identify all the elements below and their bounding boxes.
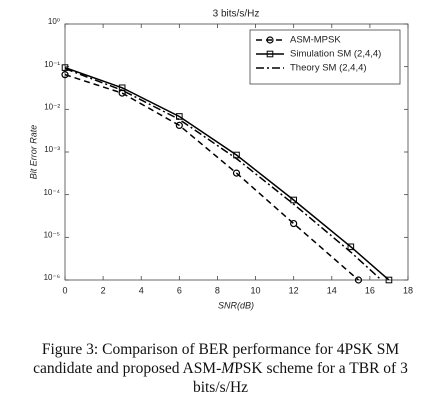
y-tick-label: 10⁻¹ xyxy=(44,60,60,69)
y-axis-label: Bit Error Rate xyxy=(28,125,38,180)
data-point xyxy=(290,196,297,204)
data-point xyxy=(61,71,69,79)
x-axis-label: SNR(dB) xyxy=(218,300,254,310)
y-tick-label: 10⁻² xyxy=(44,102,60,111)
figure-caption: Figure 3: Comparison of BER performance … xyxy=(20,340,421,397)
x-tick-label: 18 xyxy=(403,285,413,295)
caption-text: Figure 3: Comparison of BER performance … xyxy=(33,341,400,377)
y-tick-label: 10⁻⁵ xyxy=(44,230,60,239)
x-tick-label: 0 xyxy=(62,285,67,295)
x-tick-label: 4 xyxy=(139,285,144,295)
x-tick-label: 6 xyxy=(177,285,182,295)
data-point xyxy=(232,169,241,177)
data-point xyxy=(176,113,183,120)
series-line xyxy=(65,67,382,280)
series-line xyxy=(65,66,390,280)
caption-text: PSK scheme for a TBR of 3 bits/s/Hz xyxy=(192,360,408,396)
chart: 3 bits/s/Hz SNR(dB) Bit Error Rate 0 2 4 6 8… xyxy=(28,9,413,311)
data-point xyxy=(118,84,126,92)
y-tick-label: 10⁻³ xyxy=(44,145,60,154)
y-tick-label: 10⁻⁶ xyxy=(44,273,60,282)
data-point xyxy=(354,276,363,284)
legend-label: Theory SM (2,4,4) xyxy=(290,63,367,74)
legend-marker xyxy=(266,50,274,58)
y-tick-label: 10⁰ xyxy=(48,17,60,26)
chart-title: 3 bits/s/Hz xyxy=(213,9,260,20)
data-point xyxy=(61,64,69,71)
data-point xyxy=(347,243,355,251)
series-line xyxy=(65,73,359,280)
x-tick-label: 10 xyxy=(251,285,261,295)
data-point xyxy=(385,276,393,284)
data-point xyxy=(175,121,183,130)
legend-marker xyxy=(266,36,274,44)
x-tick-label: 14 xyxy=(327,285,337,295)
legend-label: Simulation SM (2,4,4) xyxy=(290,49,381,60)
legend-label: ASM-MPSK xyxy=(290,35,341,46)
y-tick-label: 10⁻⁴ xyxy=(43,188,60,197)
caption-text: M xyxy=(221,360,235,377)
legend-box xyxy=(249,29,401,85)
x-tick-label: 2 xyxy=(101,285,106,295)
data-point xyxy=(290,219,298,228)
x-tick-label: 12 xyxy=(289,285,299,295)
x-tick-label: 8 xyxy=(215,285,220,295)
x-tick-label: 16 xyxy=(365,285,375,295)
